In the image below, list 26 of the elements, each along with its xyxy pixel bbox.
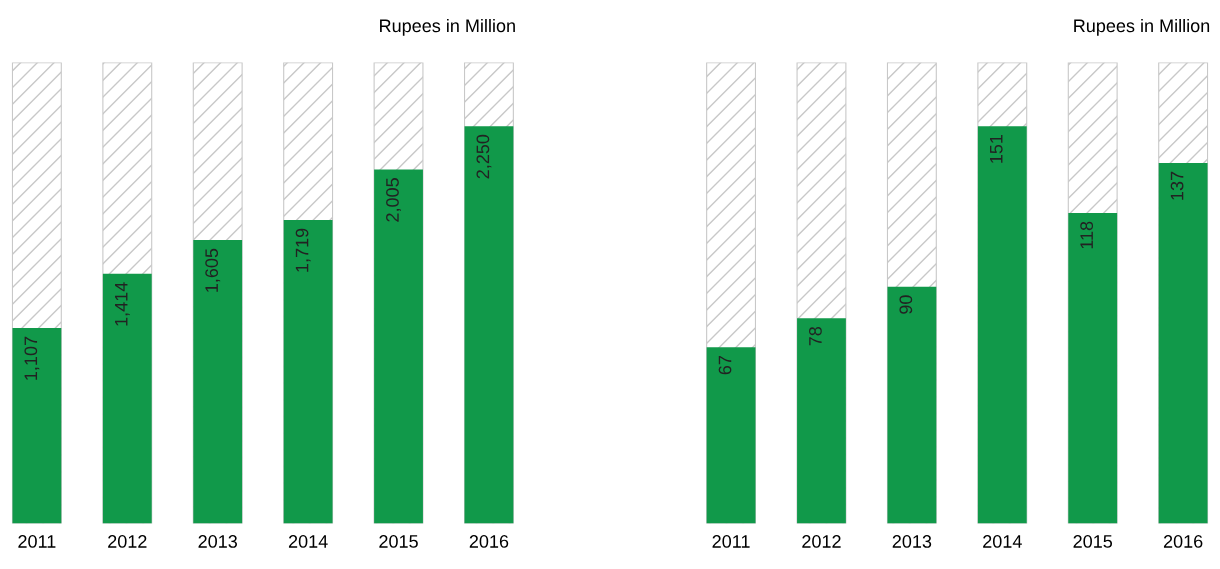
x-tick-label: 2013 [198, 535, 237, 548]
data-label: 1,605 [205, 248, 221, 292]
x-tick-label: 2012 [108, 535, 147, 548]
data-label: 137 [1170, 171, 1184, 200]
x-tick-label: 2015 [1073, 535, 1113, 548]
data-label: 1,719 [295, 228, 311, 272]
x-tick-label: 2014 [288, 535, 328, 548]
data-label: 151 [990, 134, 1003, 163]
chart-title: Rupees in Million [380, 18, 515, 36]
x-tick-label: 2011 [18, 535, 56, 548]
x-tick-label: 2012 [802, 535, 841, 548]
data-label: 118 [1080, 221, 1094, 249]
x-tick-label: 2011 [712, 535, 750, 548]
data-label: 1,107 [24, 336, 40, 380]
x-tick-label: 2014 [983, 535, 1022, 548]
chart-title: Rupees in Million [1074, 18, 1210, 36]
x-tick-label: 2013 [892, 535, 932, 548]
data-label: 2,005 [386, 178, 401, 222]
data-label: 78 [809, 326, 822, 346]
data-label: 90 [899, 295, 913, 314]
x-tick-label: 2015 [379, 535, 418, 548]
data-label: 2,250 [476, 134, 492, 179]
data-label: 67 [718, 356, 732, 375]
data-label: 1,414 [115, 282, 130, 326]
x-tick-label: 2016 [469, 535, 509, 548]
x-tick-label: 2016 [1163, 535, 1203, 548]
